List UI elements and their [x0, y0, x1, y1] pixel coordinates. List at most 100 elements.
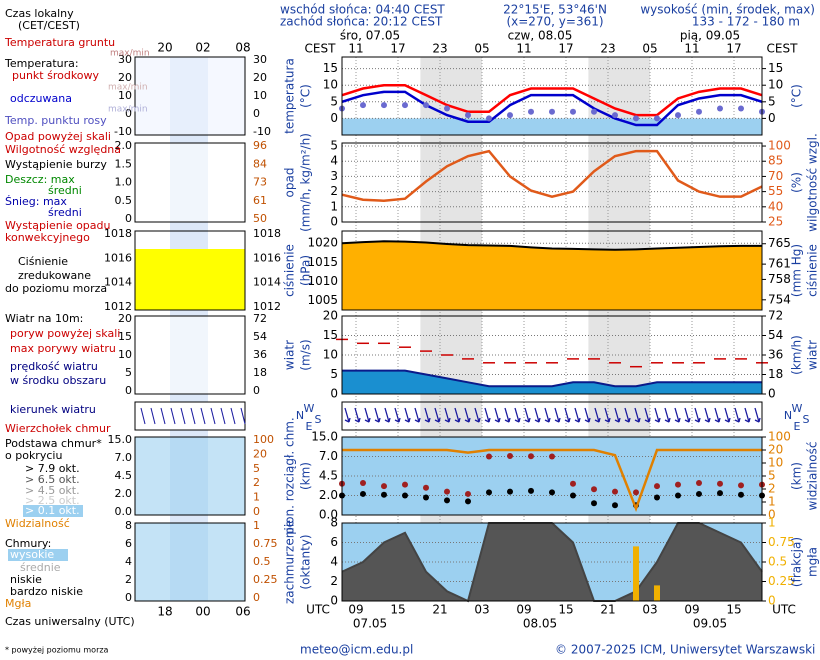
- dot: [654, 494, 660, 501]
- mini-tick-label: 20: [118, 71, 132, 84]
- mini-arrow: [240, 407, 246, 425]
- wind-arrow: [484, 407, 491, 423]
- wind-arrow: [754, 407, 761, 423]
- dot: [717, 105, 723, 112]
- local-tick-label: 23: [600, 42, 615, 56]
- dot: [423, 494, 429, 501]
- y2-tick-label: 761: [768, 257, 791, 271]
- dot: [465, 490, 471, 497]
- mini-fill: [135, 249, 245, 310]
- email[interactable]: meteo@icm.edu.pl: [300, 643, 413, 657]
- y2-tick-label: 85: [768, 154, 783, 168]
- y2-tick-label: 765: [768, 236, 791, 250]
- mini-top-tick: 20: [157, 41, 172, 55]
- left-axis-label: ciśnienie: [283, 244, 297, 297]
- mini-tick-label: 0: [125, 212, 132, 225]
- mini-top-tick: 08: [235, 41, 250, 55]
- copyright: © 2007-2025 ICM, Uniwersytet Warszawski: [555, 643, 815, 657]
- dot: [360, 102, 366, 109]
- dot: [591, 108, 597, 115]
- mini-tick-label: 2.0: [115, 139, 133, 152]
- legend-text: Śnieg: max: [5, 195, 67, 208]
- legend-text: Podstawa chmur*: [5, 437, 102, 450]
- wind-arrow: [744, 407, 751, 423]
- dot: [633, 489, 639, 496]
- mini-tick-label: 10: [118, 89, 132, 102]
- mini-tick-label: 1: [253, 519, 260, 532]
- mini-bottom-tick: 06: [235, 605, 250, 619]
- series-line: [342, 448, 762, 513]
- y-tick-label: 1010: [307, 274, 338, 288]
- right-axis-label: widzialność: [806, 442, 820, 511]
- left-axis-label: pion. rozciągł. chm.: [283, 417, 297, 535]
- wind-arrow: [364, 407, 371, 423]
- mini-fill: [135, 57, 245, 135]
- dot: [507, 488, 513, 495]
- left-axis-label: (mm/h, kg/m²/h): [299, 133, 313, 232]
- legend-text: Deszcz: max: [5, 173, 75, 186]
- y-tick-label: 3: [330, 169, 338, 183]
- legend-text: Czas lokalny: [5, 7, 74, 20]
- area: [342, 370, 762, 394]
- mini-fill: [135, 523, 245, 601]
- mini-tick-label: 1.0: [115, 176, 133, 189]
- legend-text: Chmury:: [5, 537, 51, 550]
- wind-arrow: [654, 407, 661, 423]
- compass: W: [792, 402, 803, 415]
- y2-tick-label: 100: [768, 139, 791, 153]
- frame: [341, 401, 763, 431]
- mini-tick-label: 0: [125, 591, 132, 604]
- mini-tick-label: 20: [253, 71, 267, 84]
- local-tick-label: 23: [432, 42, 447, 56]
- mini-tick-label: 30: [253, 53, 267, 66]
- dot: [465, 498, 471, 505]
- dot: [696, 490, 702, 497]
- mini-tick-label: 0: [125, 107, 132, 120]
- right-axis-label: ciśnienie: [806, 244, 820, 297]
- sunset: zachód słońca: 20:12 CEST: [280, 15, 443, 29]
- zone: UTC: [772, 603, 796, 617]
- wind-arrow: [424, 407, 431, 423]
- y-tick-label: 15: [323, 61, 338, 75]
- legend-text: zredukowane: [18, 269, 91, 282]
- area: [342, 241, 762, 310]
- wind-arrow: [384, 407, 391, 423]
- mini-arrow: [190, 407, 196, 425]
- right-axis-label: (km/h): [790, 335, 804, 375]
- legend-text: > 0.1 okt.: [25, 504, 80, 517]
- legend-text: Wierzchołek chmur: [5, 422, 111, 435]
- y-tick-label: 5: [330, 367, 338, 381]
- y2-tick-label: 36: [768, 348, 783, 362]
- mini-tick-label: 1016: [104, 251, 132, 264]
- y2-tick-label: 0.75: [768, 535, 795, 549]
- wind-arrow: [634, 407, 641, 423]
- legend-text: poryw powyżej skali: [10, 327, 120, 340]
- y2-tick-label: 40: [768, 199, 783, 213]
- wind-arrow: [374, 407, 381, 423]
- legend-text: Temperatura:: [4, 57, 79, 70]
- left-axis-label: wiatr: [283, 340, 297, 370]
- y-tick-label: 1: [330, 199, 338, 213]
- note: * powyżej poziomu morza: [5, 646, 109, 655]
- wind-arrow: [594, 407, 601, 423]
- wind-arrow: [574, 407, 581, 423]
- dot: [507, 112, 513, 119]
- wind-arrow: [544, 407, 551, 423]
- y-tick-label: 2: [330, 574, 338, 588]
- dot: [486, 489, 492, 496]
- wind-arrow: [354, 407, 361, 423]
- wind-arrow: [514, 407, 521, 423]
- dot: [549, 453, 555, 460]
- compass: N: [296, 409, 304, 422]
- utc-tick-label: 21: [432, 603, 447, 617]
- legend-text: max/min: [108, 83, 148, 93]
- right-axis-label: wiatr: [806, 340, 820, 370]
- utc-tick-label: 09: [516, 603, 531, 617]
- wind-arrow: [504, 407, 511, 423]
- legend-text: Wystąpienie burzy: [5, 158, 107, 171]
- y2-tick-label: 0: [768, 594, 776, 608]
- y2-tick-label: 2: [768, 482, 776, 496]
- y2-tick-label: 25: [768, 215, 783, 229]
- mini-tick-label: 5: [125, 366, 132, 379]
- legend-text: średni: [48, 184, 82, 197]
